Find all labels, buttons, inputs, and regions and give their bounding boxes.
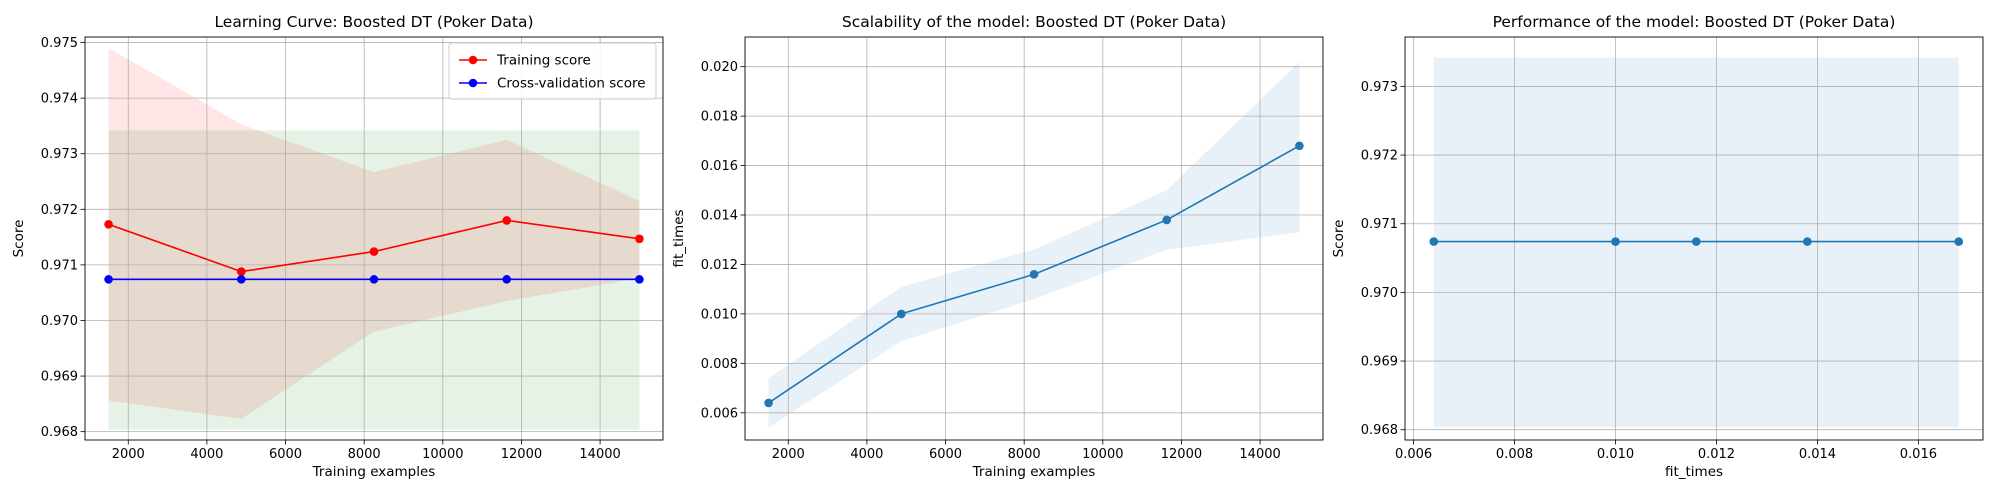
y-tick-label: 0.975 xyxy=(41,36,78,51)
legend-swatch-marker xyxy=(468,55,478,65)
x-axis-label: fit_times xyxy=(1665,464,1723,480)
legend-entry: Cross-validation score xyxy=(497,76,646,92)
chart-2: 2000 4000 6000 8000 10000 12000 14000 0.006 0.00… xyxy=(671,13,1324,480)
series-1-point xyxy=(1429,237,1439,246)
y-axis-label: Score xyxy=(1331,220,1347,258)
series-1-point xyxy=(896,309,906,319)
chart-title: Learning Curve: Boosted DT (Poker Data) xyxy=(214,13,533,31)
y-tick-label: 0.969 xyxy=(41,370,78,385)
y-tick-label: 0.973 xyxy=(41,147,78,162)
series-1-point xyxy=(1295,141,1304,151)
x-tick-label: 14000 xyxy=(1239,447,1280,462)
y-tick-label: 0.970 xyxy=(41,314,78,329)
series-1-point xyxy=(1611,237,1620,246)
y-tick-label: 0.016 xyxy=(701,159,738,174)
y-tick-label: 0.008 xyxy=(701,357,738,372)
y-tick-label: 0.970 xyxy=(1361,286,1398,301)
x-tick-label: 4000 xyxy=(850,447,883,462)
x-tick-label: 0.006 xyxy=(1395,447,1432,462)
y-tick-label: 0.968 xyxy=(1361,423,1398,438)
y-tick-label: 0.971 xyxy=(41,258,78,273)
chart-3: 0.006 0.008 0.010 0.012 0.014 0.016 0.968 0.969… xyxy=(1331,13,1984,480)
x-tick-label: 6000 xyxy=(269,447,302,462)
x-tick-label: 10000 xyxy=(422,447,463,462)
y-axis-label: Score xyxy=(11,220,27,258)
axes-frame xyxy=(1404,36,1984,441)
x-tick-label: 2000 xyxy=(772,447,805,462)
x-tick-label: 8000 xyxy=(1008,447,1041,462)
y-tick-label: 0.972 xyxy=(41,203,78,218)
legend-swatch-marker xyxy=(468,78,478,88)
series-2-point xyxy=(635,275,644,284)
y-axis-label: fit_times xyxy=(671,209,687,267)
series-1-point xyxy=(369,247,379,256)
series-2-point xyxy=(236,275,246,284)
series-1-point xyxy=(1954,237,1964,246)
x-tick-label: 8000 xyxy=(348,447,381,462)
chart-title: Performance of the model: Boosted DT (Po… xyxy=(1493,13,1896,31)
chart-1: 2000 4000 6000 8000 10000 12000 14000 0.968 0.96… xyxy=(11,13,664,480)
series-1-point xyxy=(502,216,512,225)
series-2-point xyxy=(502,275,512,284)
x-tick-label: 0.014 xyxy=(1799,447,1836,462)
y-tick-label: 0.006 xyxy=(701,406,738,421)
series-1-point xyxy=(236,267,246,276)
y-tick-label: 0.969 xyxy=(1361,355,1398,370)
chart-title: Scalability of the model: Boosted DT (Po… xyxy=(842,13,1226,31)
plot-area xyxy=(745,37,1323,440)
x-tick-label: 2000 xyxy=(112,447,145,462)
y-tick-label: 0.974 xyxy=(41,92,78,107)
y-tick-label: 0.971 xyxy=(1361,217,1398,232)
x-tick-label: 0.016 xyxy=(1900,447,1937,462)
x-tick-label: 0.012 xyxy=(1698,447,1735,462)
y-tick-label: 0.968 xyxy=(41,425,78,440)
x-axis-label: Training examples xyxy=(312,464,436,480)
y-tick-label: 0.973 xyxy=(1361,80,1398,95)
series-2-point xyxy=(369,275,379,284)
x-tick-label: 0.008 xyxy=(1496,447,1533,462)
series-1-point xyxy=(104,220,113,229)
x-tick-label: 12000 xyxy=(501,447,542,462)
series-1-point xyxy=(1691,237,1701,246)
legend: Training score Cross-validation score xyxy=(448,42,657,100)
series-1-band xyxy=(768,61,1300,428)
series-1-point xyxy=(1162,215,1172,225)
legend-entry: Training score xyxy=(496,53,591,69)
axes-frame xyxy=(744,36,1324,441)
x-tick-label: 0.010 xyxy=(1597,447,1634,462)
y-tick-label: 0.014 xyxy=(701,209,738,224)
series-1-point xyxy=(1803,237,1812,246)
series-1-point xyxy=(1029,270,1039,279)
y-tick-label: 0.010 xyxy=(701,307,738,322)
y-tick-label: 0.972 xyxy=(1361,149,1398,164)
y-tick-label: 0.018 xyxy=(701,110,738,125)
series-2-point xyxy=(104,275,113,284)
x-axis-label: Training examples xyxy=(972,464,1096,480)
x-tick-label: 6000 xyxy=(929,447,962,462)
plot-area xyxy=(85,37,663,440)
y-tick-label: 0.012 xyxy=(701,258,738,273)
x-tick-label: 12000 xyxy=(1161,447,1202,462)
x-tick-label: 14000 xyxy=(579,447,620,462)
series-1-point xyxy=(764,398,773,408)
x-tick-label: 10000 xyxy=(1082,447,1123,462)
series-1-band xyxy=(108,48,640,419)
x-tick-label: 4000 xyxy=(190,447,223,462)
y-tick-label: 0.020 xyxy=(701,60,738,75)
axes-frame xyxy=(84,36,664,441)
legend-box xyxy=(448,42,657,100)
series-1-point xyxy=(635,234,644,244)
